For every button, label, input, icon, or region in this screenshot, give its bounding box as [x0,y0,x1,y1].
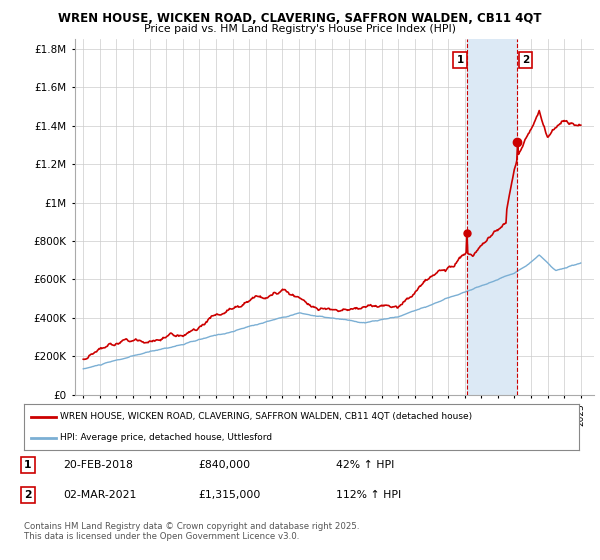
Text: 02-MAR-2021: 02-MAR-2021 [63,490,136,500]
Text: 2: 2 [24,490,32,500]
Bar [467,39,517,395]
Text: 2: 2 [522,55,529,66]
Text: £840,000: £840,000 [198,460,250,470]
Text: 1: 1 [24,460,32,470]
Text: WREN HOUSE, WICKEN ROAD, CLAVERING, SAFFRON WALDEN, CB11 4QT: WREN HOUSE, WICKEN ROAD, CLAVERING, SAFF… [58,12,542,25]
Text: £1,315,000: £1,315,000 [198,490,260,500]
Text: HPI: Average price, detached house, Uttlesford: HPI: Average price, detached house, Uttl… [60,433,272,442]
Text: 20-FEB-2018: 20-FEB-2018 [63,460,133,470]
Text: Contains HM Land Registry data © Crown copyright and database right 2025.
This d: Contains HM Land Registry data © Crown c… [24,522,359,542]
Text: 42% ↑ HPI: 42% ↑ HPI [336,460,394,470]
Text: 112% ↑ HPI: 112% ↑ HPI [336,490,401,500]
Text: 1: 1 [457,55,464,66]
Text: Price paid vs. HM Land Registry's House Price Index (HPI): Price paid vs. HM Land Registry's House … [144,24,456,34]
Text: WREN HOUSE, WICKEN ROAD, CLAVERING, SAFFRON WALDEN, CB11 4QT (detached house): WREN HOUSE, WICKEN ROAD, CLAVERING, SAFF… [60,412,472,421]
